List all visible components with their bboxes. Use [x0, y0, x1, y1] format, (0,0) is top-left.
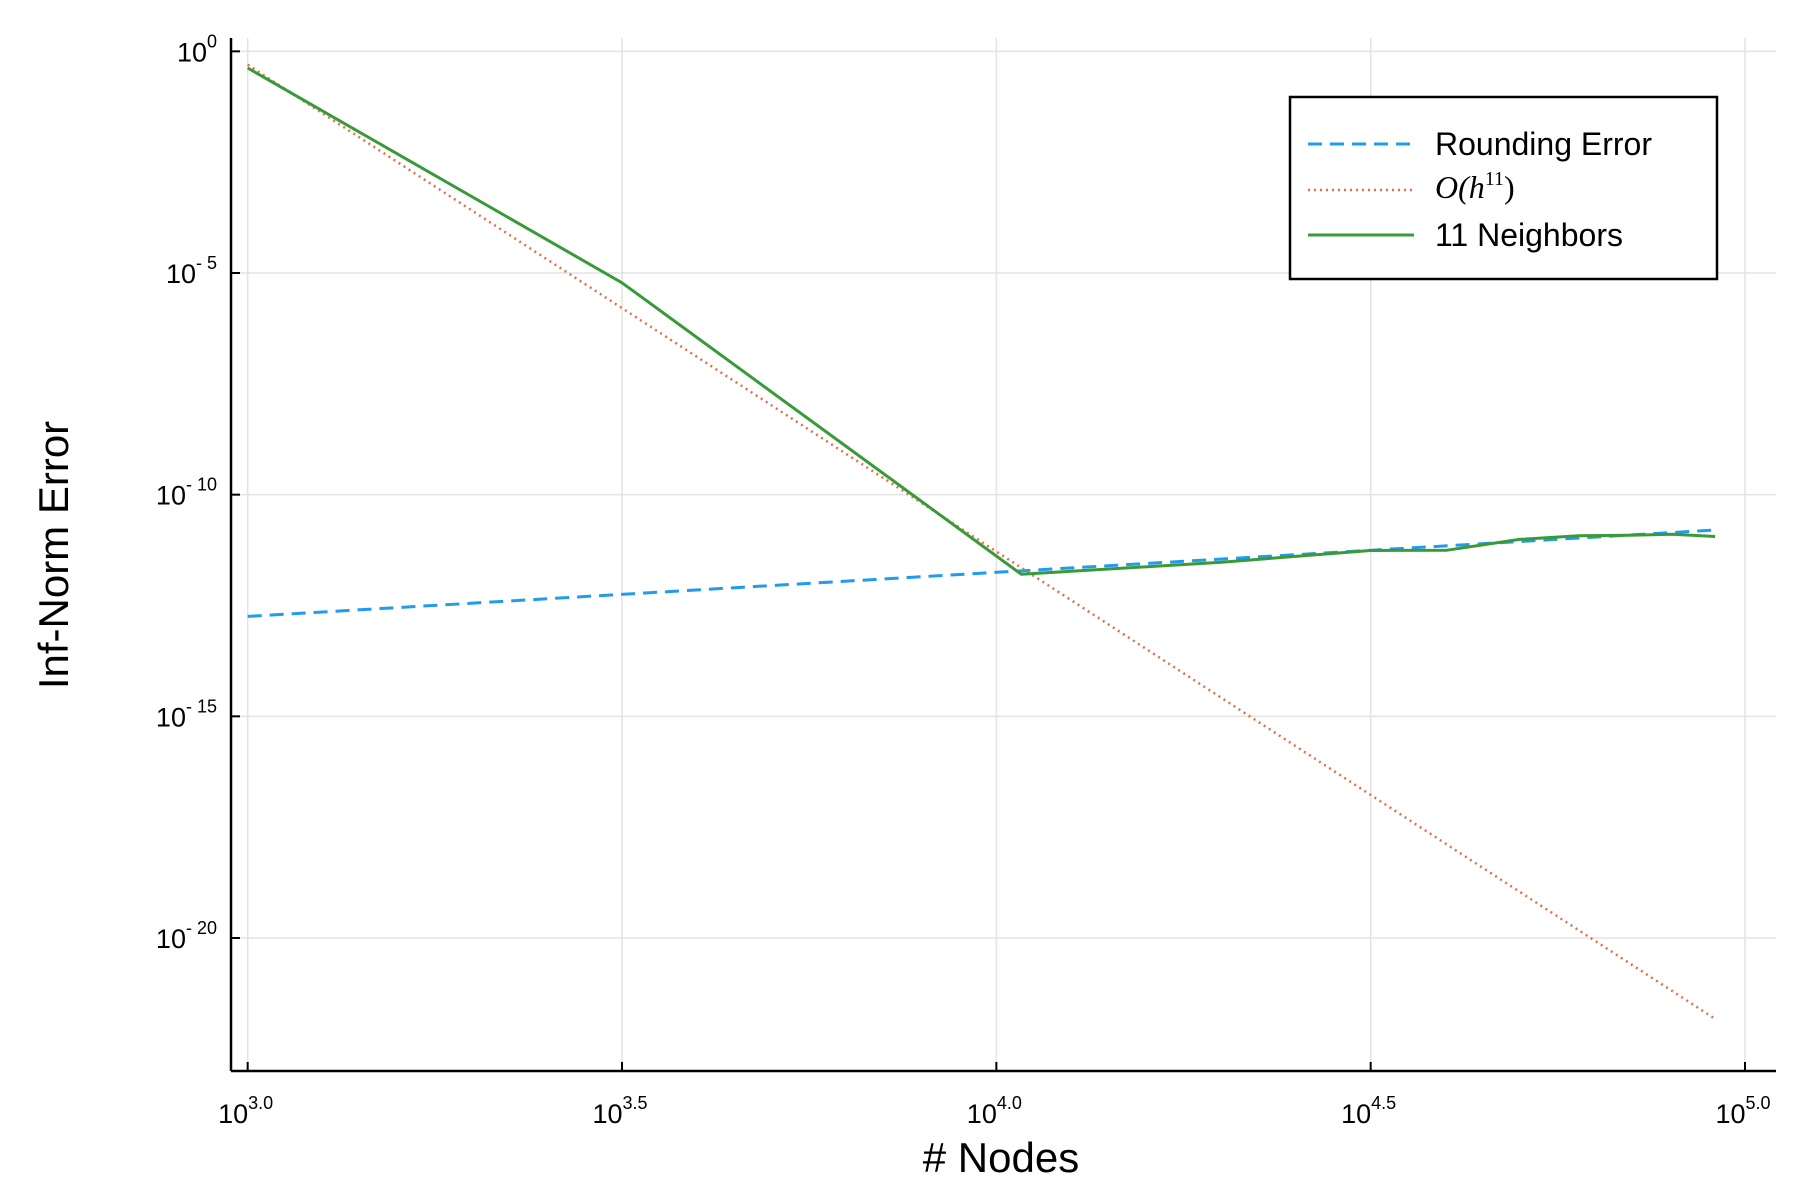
x-tick-label-base: 10	[1341, 1099, 1371, 1129]
legend-math-base: O(h	[1435, 169, 1485, 205]
y-tick-label: 100	[177, 31, 217, 67]
y-tick-label-base: 10	[156, 702, 186, 732]
legend-label-rounding-error: Rounding Error	[1435, 126, 1652, 162]
y-tick-label-exp: - 20	[186, 918, 217, 938]
y-tick-label: 10- 5	[166, 253, 217, 289]
series-line-rounding-error	[247, 528, 1716, 618]
y-tick-label-base: 10	[156, 924, 186, 954]
legend-box	[1288, 95, 1719, 281]
x-tick-label-base: 10	[967, 1099, 997, 1129]
x-tick-label-exp: 3.0	[248, 1093, 273, 1113]
y-tick-label-base: 10	[156, 481, 186, 511]
x-tick-label: 103.0	[218, 1093, 273, 1129]
x-tick-label: 103.5	[592, 1093, 647, 1129]
series-line-o-h11	[247, 63, 1716, 1020]
x-tick-label-exp: 4.0	[997, 1093, 1022, 1113]
x-tick-label: 104.0	[967, 1093, 1022, 1129]
x-tick-label-exp: 3.5	[623, 1093, 648, 1113]
y-axis-title: Inf-Norm Error	[30, 421, 77, 689]
y-tick-label: 10- 20	[156, 918, 217, 954]
x-tick-label: 104.5	[1341, 1093, 1396, 1129]
legend: Rounding Error O(h11) 11 Neighbors	[1288, 95, 1719, 281]
y-tick-label-base: 10	[166, 259, 196, 289]
legend-label-11-neighbors: 11 Neighbors	[1435, 217, 1623, 253]
y-tick-label-exp: 0	[207, 31, 217, 51]
x-tick-label-exp: 4.5	[1371, 1093, 1396, 1113]
legend-math-close: )	[1504, 169, 1515, 205]
x-tick-label: 105.0	[1715, 1093, 1770, 1129]
x-tick-label-exp: 5.0	[1746, 1093, 1771, 1113]
legend-label-oh11: O(h11)	[1435, 168, 1515, 205]
x-tick-label-base: 10	[218, 1099, 248, 1129]
y-tick-label-exp: - 15	[186, 696, 217, 716]
x-tick-label-base: 10	[1715, 1099, 1745, 1129]
y-tick-label-base: 10	[177, 37, 207, 67]
y-tick-label-exp: - 10	[186, 475, 217, 495]
y-tick-label-exp: - 5	[196, 253, 217, 273]
y-tick-label: 10- 15	[156, 696, 217, 732]
series-layer	[246, 63, 1716, 1020]
series-line-11-neighbors	[246, 66, 1716, 576]
legend-math-sup: 11	[1485, 168, 1504, 190]
axes	[229, 38, 1776, 1073]
x-axis-title: # Nodes	[923, 1134, 1079, 1181]
y-tick-label: 10- 10	[156, 475, 217, 511]
x-tick-label-base: 10	[592, 1099, 622, 1129]
